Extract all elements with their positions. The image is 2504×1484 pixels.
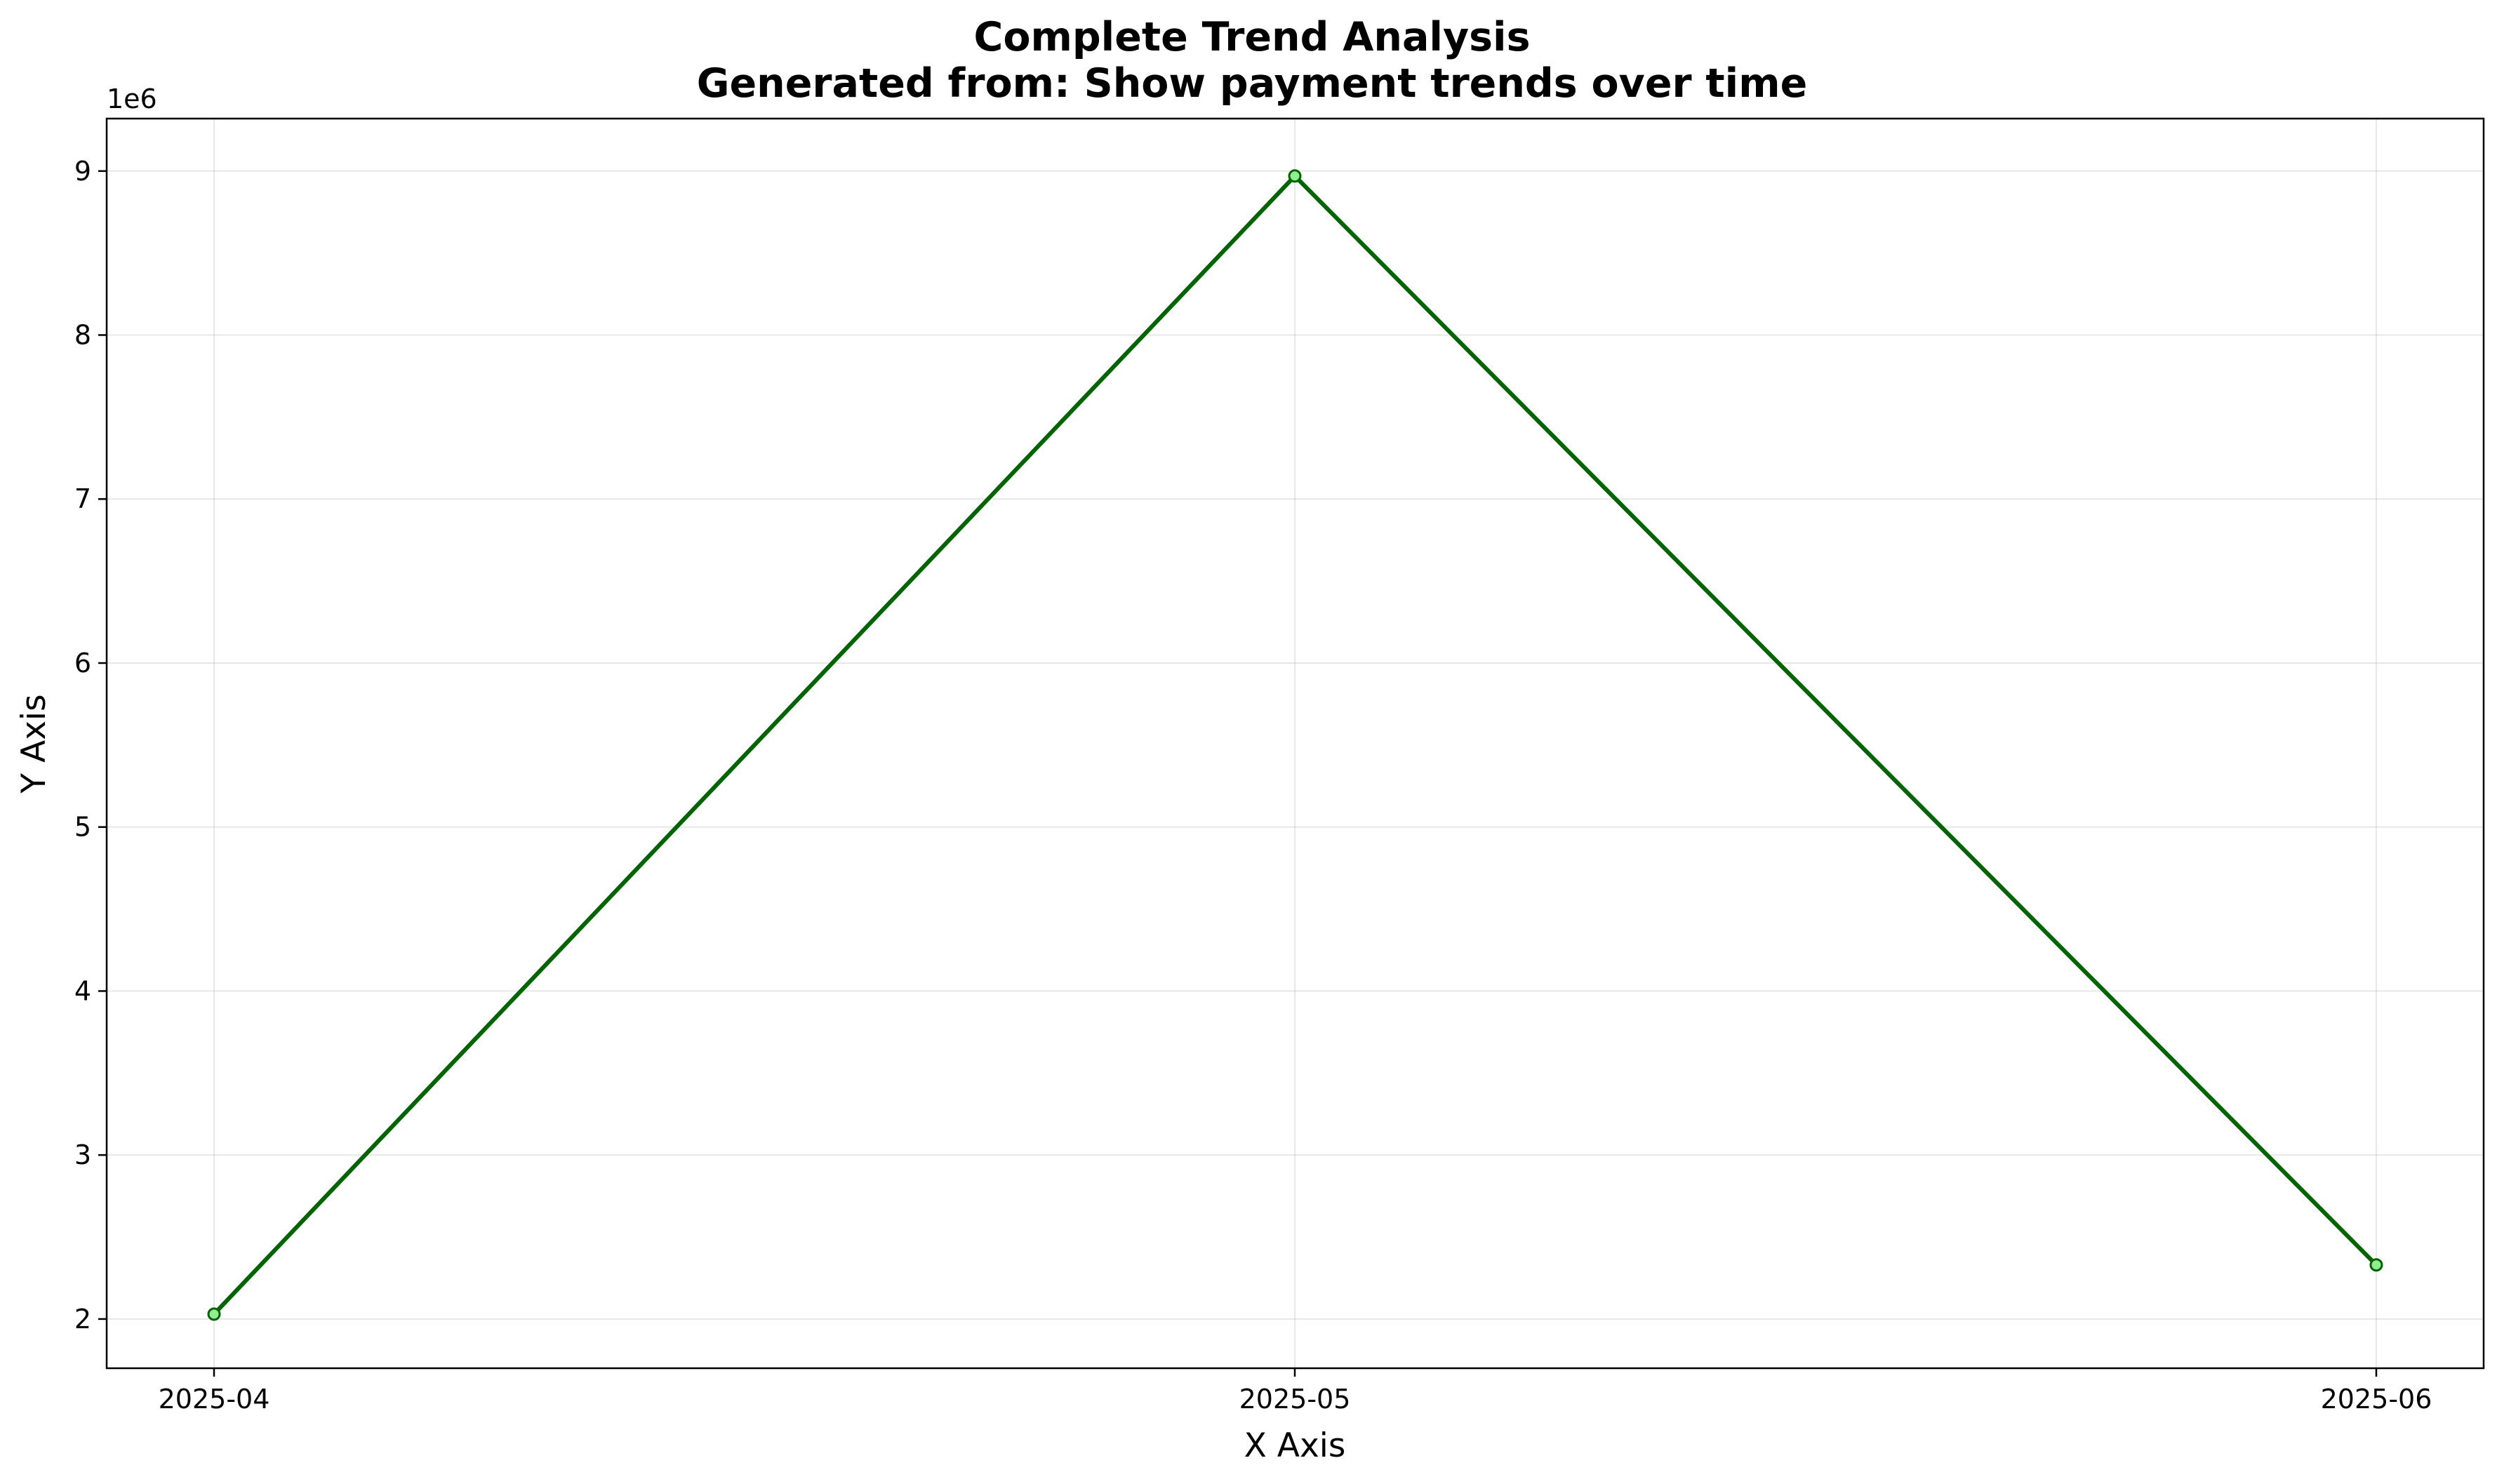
y-tick-label: 6 xyxy=(74,648,91,679)
plot-background xyxy=(107,119,2484,1368)
x-tick-label: 2025-05 xyxy=(1239,1384,1351,1415)
chart-title: Complete Trend Analysis xyxy=(974,14,1531,60)
x-tick-label: 2025-04 xyxy=(159,1384,270,1415)
y-axis-ticks: 2 3 4 5 6 7 8 9 xyxy=(74,156,107,1335)
y-tick-label: 4 xyxy=(74,975,91,1006)
y-tick-label: 2 xyxy=(74,1304,91,1335)
x-axis-ticks: 2025-04 2025-05 2025-06 xyxy=(159,1368,2432,1415)
data-point xyxy=(1288,169,1302,183)
y-tick-label: 9 xyxy=(74,156,91,187)
y-tick-label: 7 xyxy=(74,483,91,514)
x-tick-label: 2025-06 xyxy=(2321,1384,2432,1415)
chart-subtitle: Generated from: Show payment trends over… xyxy=(697,60,1808,107)
x-axis-label: X Axis xyxy=(1244,1426,1346,1465)
data-point xyxy=(207,1307,221,1321)
y-tick-label: 5 xyxy=(74,812,91,843)
plot-area xyxy=(105,117,2485,1370)
y-tick-label: 8 xyxy=(74,320,91,351)
y-axis-offset-label: 1e6 xyxy=(107,83,157,114)
data-point xyxy=(2369,1258,2383,1272)
series-markers xyxy=(207,169,2383,1321)
y-axis-label: Y Axis xyxy=(15,694,53,794)
y-tick-label: 3 xyxy=(74,1139,91,1170)
